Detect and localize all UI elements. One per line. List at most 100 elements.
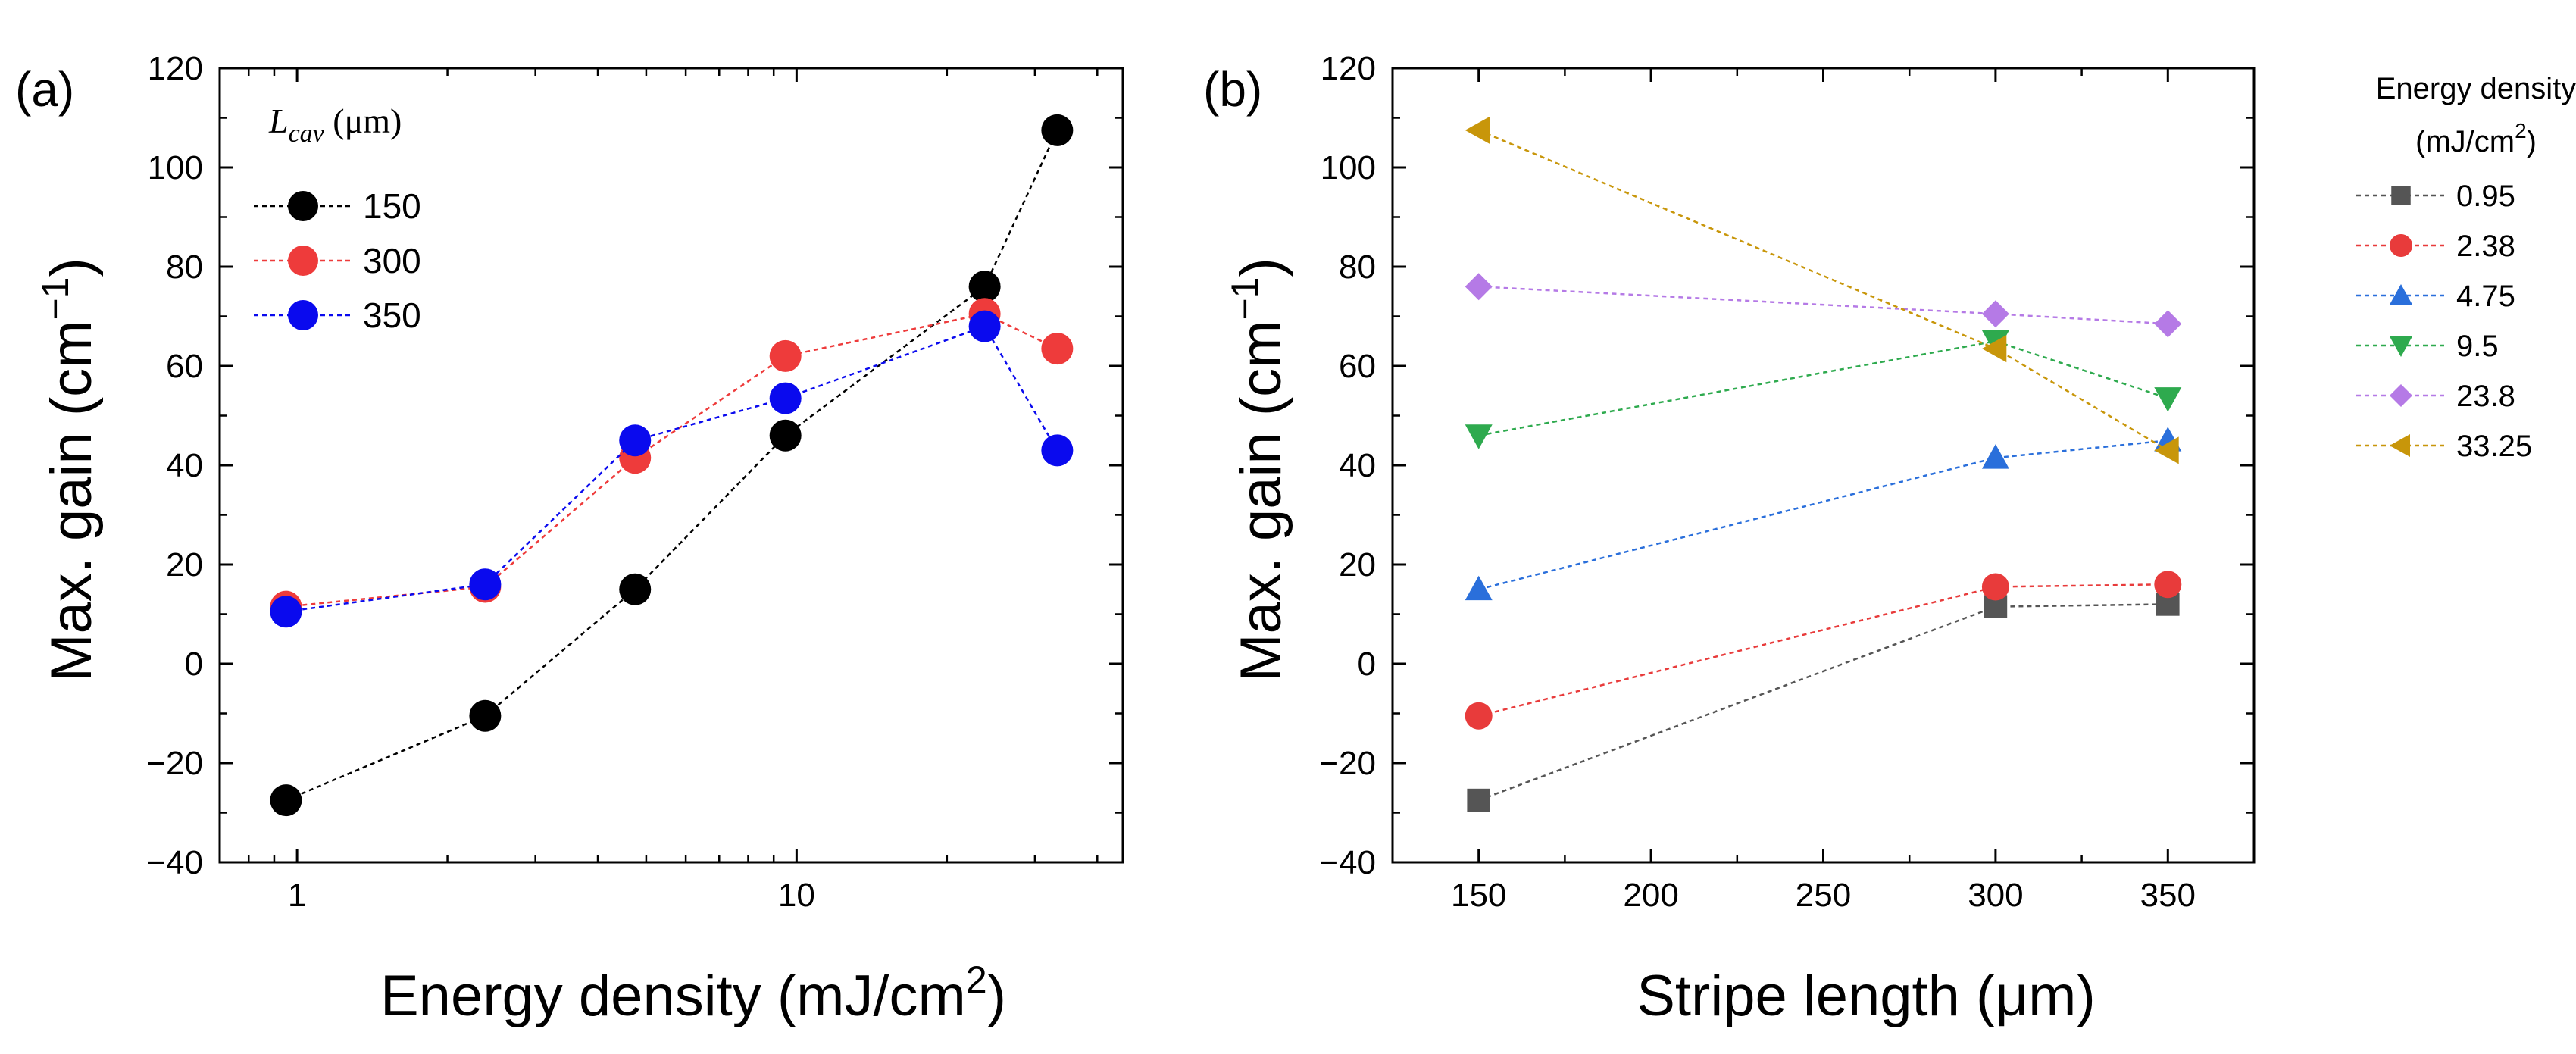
panel-a-legend-title: Lcav (μm)	[268, 102, 402, 148]
panel-a-ytick-label: 20	[166, 546, 203, 583]
panel-a-ytick-label: 60	[166, 348, 203, 385]
panel-b-legend: Energy density (mJ/cm2) 0.95 2.38 4.75 9.5 2…	[2356, 72, 2576, 463]
panel-b-series-line	[1478, 439, 2168, 590]
panel-b-series-line	[1478, 129, 2168, 452]
panel-b-series-33.25	[1465, 116, 2179, 464]
panel-a-ytick-label: 80	[166, 249, 203, 286]
panel-b-xtick-label: 300	[1968, 877, 2023, 914]
panel-b-ytick-label: 60	[1339, 348, 1376, 385]
panel-b-ytick-label: 0	[1358, 646, 1376, 683]
panel-a-legend-marker	[288, 191, 318, 221]
panel-b-legend-item: 9.5	[2356, 330, 2499, 363]
panel-b-legend-label: 4.75	[2456, 280, 2515, 313]
panel-a-legend: Lcav (μm) 150 300 350	[254, 102, 421, 335]
panel-a-legend-marker	[288, 300, 318, 330]
panel-a-plot-frame	[218, 67, 1124, 864]
panel-a-legend-item: 150	[254, 186, 421, 226]
panel-a-series-150	[270, 114, 1074, 817]
panel-a-legend-label: 150	[363, 186, 421, 226]
panel-b-xtick-label: 150	[1451, 877, 1506, 914]
panel-b-legend-label: 0.95	[2456, 180, 2515, 213]
panel-b-series-0.95	[1467, 593, 2180, 812]
panel-b-ytick-label: 100	[1321, 149, 1376, 186]
panel-b-data-point	[1465, 273, 1493, 301]
panel-a-y-axis-label: Max. gain (cm−1)	[34, 258, 104, 682]
panel-b-ytick-label: −40	[1319, 844, 1376, 881]
panel-b-data-point	[1467, 788, 1490, 812]
panel-a-data-point	[769, 419, 802, 452]
panel-a-data-point	[769, 339, 802, 372]
panel-a-ytick-label: −40	[146, 844, 203, 881]
panel-b-legend-marker	[2390, 384, 2412, 407]
panel-a-data-point	[270, 596, 302, 628]
panel-a-data-point	[270, 784, 302, 817]
panel-a-data-point	[469, 699, 502, 732]
panel-b-data-point	[2154, 387, 2182, 412]
panel-b-xtick-label: 350	[2140, 877, 2196, 914]
panel-b-data-point	[1465, 575, 1493, 601]
panel-b-x-axis-label: Stripe length (μm)	[1637, 964, 2096, 1028]
panel-b-ytick-label: 80	[1339, 249, 1376, 286]
panel-b-data-point	[2154, 571, 2182, 599]
panel-b-data-point	[1981, 444, 2009, 469]
panel-a-series-line	[286, 325, 1058, 613]
panel-a-legend-item: 300	[254, 241, 421, 280]
panel-b-series-line	[1478, 339, 2168, 436]
panel-b-series-2.38	[1465, 571, 2182, 730]
panel-b-series-line	[1478, 285, 2168, 325]
panel-b-data-point	[2154, 310, 2182, 338]
panel-a-xtick-label: 1	[288, 877, 306, 914]
panel-a: (a) −40 −20 0 20 40 60 80 100 120 1 10 Energy dens…	[15, 50, 1124, 1028]
panel-b-series-4.75	[1465, 427, 2182, 601]
panel-b-data-point	[2154, 436, 2179, 464]
panel-a-data-point	[469, 568, 502, 601]
panel-a-series-300	[270, 298, 1074, 623]
panel-b-legend-marker	[2390, 234, 2412, 257]
panel-b-ytick-label: 120	[1321, 50, 1376, 87]
panel-b-legend-label: 9.5	[2456, 330, 2499, 363]
panel-b-series-23.8	[1465, 273, 2182, 338]
panel-b-ytick-label: 20	[1339, 546, 1376, 583]
panel-a-data-point	[769, 382, 802, 414]
panel-b-legend-marker	[2390, 336, 2412, 357]
panel-b-data-point	[1465, 702, 1493, 730]
panel-a-data-point	[1041, 333, 1074, 365]
panel-a-legend-label: 300	[363, 241, 421, 280]
panel-b: (b) −40 −20 0 20 40 60 80 100 120 150 200 250 300 350…	[1203, 50, 2576, 1028]
panel-a-ytick-label: 0	[185, 646, 203, 683]
panel-a-data-point	[968, 310, 1001, 342]
panel-b-data-point	[1465, 116, 1490, 144]
panel-a-legend-marker	[288, 246, 318, 276]
panel-b-data-point	[1981, 573, 2009, 601]
panel-b-data-point	[1465, 424, 1493, 449]
panel-b-legend-item: 33.25	[2356, 430, 2532, 463]
panel-b-xtick-label: 200	[1623, 877, 1678, 914]
panel-b-xtick-label: 250	[1796, 877, 1851, 914]
panel-a-ytick-label: 100	[148, 149, 203, 186]
panel-a-data-point	[619, 573, 652, 605]
panel-b-ytick-label: 40	[1339, 447, 1376, 484]
panel-b-data-point	[1981, 335, 2007, 363]
panel-b-plot-frame	[1391, 67, 2256, 864]
panel-b-legend-marker	[2391, 186, 2411, 205]
panel-a-data-point	[968, 271, 1001, 303]
panel-a-legend-item: 350	[254, 296, 421, 335]
panel-b-series-line	[1478, 603, 2168, 802]
panel-b-legend-title-line1: Energy density	[2376, 72, 2576, 105]
panel-b-legend-item: 23.8	[2356, 380, 2515, 413]
panel-b-data-point	[1981, 300, 2009, 328]
panel-b-legend-title-line2: (mJ/cm2)	[2415, 119, 2537, 158]
panel-b-legend-item: 0.95	[2356, 180, 2515, 213]
panel-a-xtick-label: 10	[778, 877, 815, 914]
panel-a-ytick-label: 120	[148, 50, 203, 87]
panel-b-legend-marker	[2390, 434, 2410, 457]
panel-a-data-point	[1041, 114, 1074, 146]
panel-b-series-9.5	[1465, 330, 2182, 449]
panel-a-series-line	[286, 312, 1058, 608]
panel-b-legend-label: 23.8	[2456, 380, 2515, 413]
panel-a-ytick-label: 40	[166, 447, 203, 484]
panel-b-legend-label: 2.38	[2456, 230, 2515, 263]
panel-a-legend-label: 350	[363, 296, 421, 335]
panel-a-label: (a)	[15, 62, 74, 117]
